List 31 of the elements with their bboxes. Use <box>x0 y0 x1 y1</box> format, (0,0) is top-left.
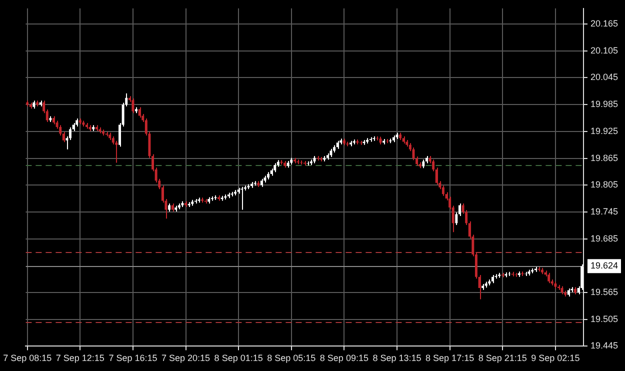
x-tick-label: 9 Sep 02:15 <box>531 353 580 364</box>
x-tick-label: 7 Sep 20:15 <box>161 353 210 364</box>
candlestick <box>580 264 584 290</box>
candlestick <box>240 186 244 210</box>
y-tick-label: 19.445 <box>590 340 618 351</box>
y-tick-label: 19.565 <box>590 286 618 297</box>
y-tick-label: 20.105 <box>590 45 618 56</box>
x-tick-label: 8 Sep 01:15 <box>214 353 263 364</box>
candlestick <box>442 185 444 196</box>
x-tick-label: 8 Sep 17:15 <box>426 353 474 364</box>
x-tick-label: 7 Sep 12:15 <box>56 353 104 364</box>
x-tick-label: 8 Sep 05:15 <box>267 353 316 364</box>
y-tick-label: 19.865 <box>590 152 618 163</box>
x-tick-label: 7 Sep 08:15 <box>3 353 52 364</box>
y-tick-label: 19.685 <box>590 233 618 244</box>
y-tick-label: 20.165 <box>590 18 618 29</box>
x-tick-label: 8 Sep 13:15 <box>372 353 422 364</box>
candlestick <box>132 98 134 114</box>
y-tick-label: 19.805 <box>590 180 618 190</box>
y-tick-label: 19.985 <box>590 99 618 110</box>
y-tick-label: 19.925 <box>590 126 618 136</box>
y-tick-label: 19.745 <box>590 206 618 216</box>
candlestick <box>548 272 550 284</box>
x-tick-label: 7 Sep 16:15 <box>108 353 158 364</box>
x-tick-label: 8 Sep 21:15 <box>478 353 527 364</box>
ref-line-label: 19.624 <box>590 260 618 271</box>
x-tick-label: 8 Sep 09:15 <box>320 353 368 364</box>
y-tick-label: 20.045 <box>590 72 618 82</box>
candlestick <box>138 106 141 118</box>
candlestick <box>115 140 118 164</box>
y-tick-label: 19.505 <box>590 314 618 324</box>
